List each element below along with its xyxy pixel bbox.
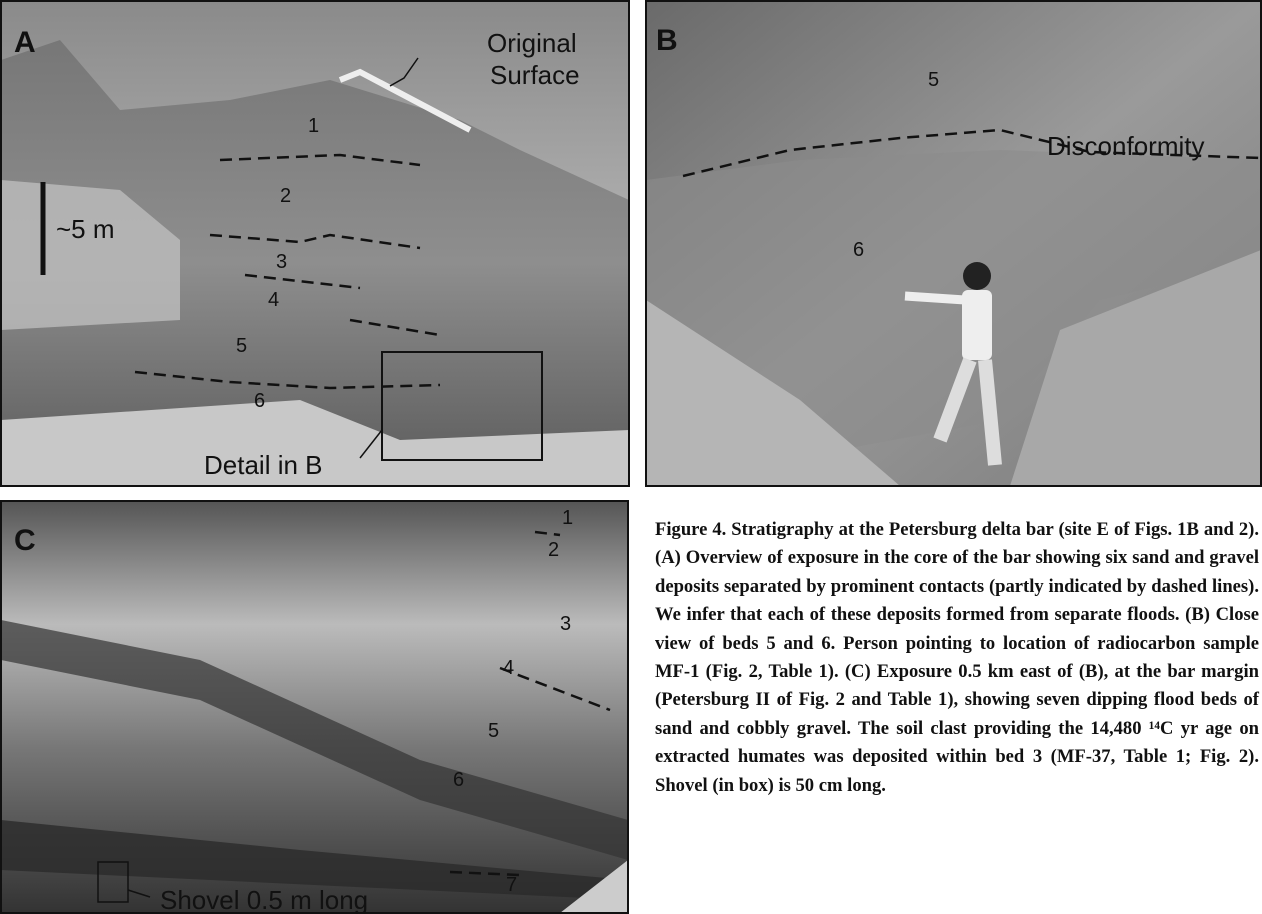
contact-line [682,128,1262,178]
panel-label: C [14,524,36,557]
bed-label: 5 [488,720,499,742]
leader [359,429,383,459]
bed-label: 4 [268,289,279,311]
panel-c: C 1 2 3 4 5 6 7 Shovel 0.5 m long [0,500,629,914]
annotation: Disconformity [1047,131,1204,161]
panel-label: A [14,26,36,59]
talus [1,400,629,486]
contact-line [349,318,441,337]
panel-label: B [656,24,678,57]
bed-label: 5 [236,335,247,357]
frame [0,0,630,487]
leader [389,57,419,87]
bed-label: 6 [254,390,265,412]
annotation: Shovel 0.5 m long [160,885,368,914]
bed-label: 1 [562,507,573,529]
bed-label: 7 [506,874,517,896]
bed-label: 2 [548,539,559,561]
bed-label: 5 [928,69,939,91]
bed-label: 3 [276,251,287,273]
annotation: Surface [490,60,580,90]
contact-line [449,870,521,877]
talus [560,860,628,913]
light-slope [1,180,180,330]
dark-bed [1,620,628,860]
frame [645,0,1262,487]
slope [1010,250,1261,486]
bed-label: 3 [560,613,571,635]
contact-line [534,530,561,537]
annotation: ~5 m [56,214,115,244]
contact-line [219,153,421,167]
person [904,262,1002,466]
contact-line [134,370,441,390]
annotation: Detail in B [204,450,323,480]
panel-b: B 5 Disconformity 6 [645,0,1262,487]
annotation: Original [487,28,577,58]
surface-crust [338,68,472,133]
bed-label: 6 [453,769,464,791]
contact-line [244,273,361,290]
frame [0,500,629,914]
panel-a: A Original Surface ~5 m 1 2 3 4 5 6 Deta… [0,0,630,487]
contact-line [499,666,611,712]
slope [646,300,900,486]
bed-label: 2 [280,185,291,207]
dark-bed [1,820,628,900]
leader [127,889,151,898]
bed-label: 1 [308,115,319,137]
shovel-box [97,861,129,903]
detail-box [381,351,543,461]
bed-label: 4 [503,657,514,679]
bed-label: 6 [853,239,864,261]
contact-line [209,233,421,250]
figure-caption: Figure 4. Stratigraphy at the Petersburg… [655,519,1259,796]
